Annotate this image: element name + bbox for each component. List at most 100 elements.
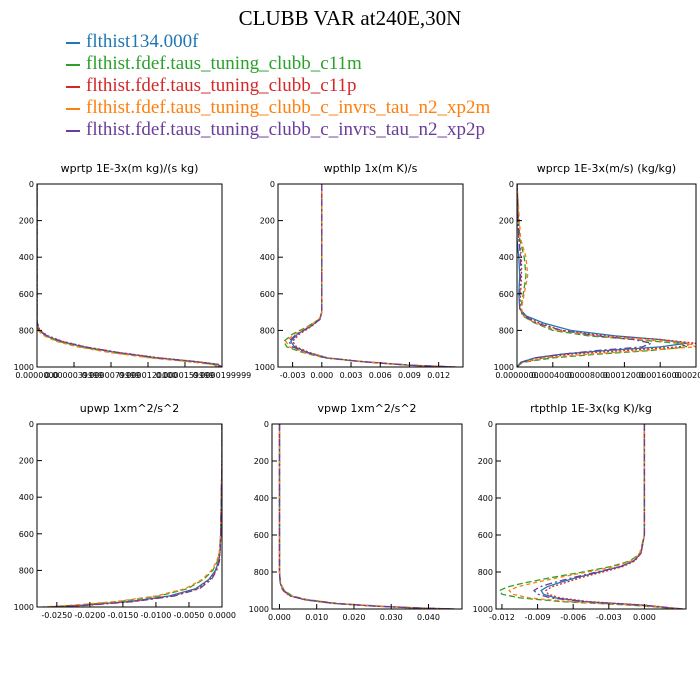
y-tick-label: 0: [488, 420, 493, 429]
y-tick-label: 0: [29, 180, 34, 189]
series-line: [278, 424, 454, 609]
x-tick-label: 0.0016000: [639, 371, 682, 380]
legend-label: flthist.fdef.taus_tuning_clubb_c11p: [86, 75, 357, 96]
legend-swatch-0: [66, 41, 80, 44]
legend-swatch-1: [66, 63, 80, 66]
series-line: [278, 424, 455, 609]
x-tick-label: 0.0012000: [603, 371, 646, 380]
series-line: [42, 424, 222, 607]
y-tick-label: 1000: [494, 363, 514, 372]
plot-frame: [516, 183, 697, 368]
y-tick-label: 800: [260, 326, 275, 335]
x-tick-label: 0.012: [427, 371, 450, 380]
x-tick-label: 0.010: [305, 613, 328, 622]
legend-item: flthist134.000f: [66, 31, 490, 53]
series-line: [43, 424, 222, 607]
chart-title: vpwp 1xm^2/s^2: [317, 402, 416, 415]
x-tick-label: 0.006: [369, 371, 392, 380]
y-tick-label: 0: [270, 180, 275, 189]
y-tick-label: 0: [509, 180, 514, 189]
y-tick-label: 200: [19, 217, 34, 226]
series-line: [37, 184, 221, 367]
series-line: [284, 184, 456, 367]
x-tick-label: -0.006: [560, 613, 586, 622]
series-line: [517, 184, 654, 367]
chart-title: wprcp 1E-3x(m/s) (kg/kg): [537, 162, 676, 175]
chart-title: upwp 1xm^2/s^2: [80, 402, 180, 415]
plot-frame: [36, 423, 223, 608]
series-line: [48, 424, 222, 607]
y-tick-label: 200: [19, 457, 34, 466]
legend-label: flthist.fdef.taus_tuning_clubb_c_invrs_t…: [86, 119, 485, 140]
plot-frame: [36, 183, 223, 368]
legend-item: flthist.fdef.taus_tuning_clubb_c_invrs_t…: [66, 119, 490, 141]
x-tick-label: 0.0000000: [495, 371, 538, 380]
x-tick-label: 0.030: [380, 613, 403, 622]
series-line: [37, 184, 222, 367]
y-tick-label: 1000: [14, 363, 34, 372]
legend-label: flthist.fdef.taus_tuning_clubb_c11m: [86, 53, 362, 74]
series-line: [544, 424, 684, 609]
y-tick-label: 800: [478, 568, 493, 577]
x-tick-label: 0.0000039999: [45, 371, 104, 380]
x-tick-label: 0.009: [398, 371, 421, 380]
plot-frame: [277, 183, 464, 368]
series-line: [278, 424, 453, 609]
series-line: [540, 424, 683, 609]
series-line: [517, 184, 696, 367]
y-tick-label: 400: [260, 253, 275, 262]
y-tick-label: 400: [19, 253, 34, 262]
legend-swatch-2: [66, 85, 80, 88]
series-line: [278, 424, 455, 609]
y-tick-label: 400: [499, 253, 514, 262]
series-line: [517, 184, 688, 367]
chart-panel: wprtp 1E-3x(m kg)/(s kg) 0 200 400 600 800 100…: [14, 162, 252, 380]
x-tick-label: 0.000: [268, 613, 291, 622]
x-tick-label: -0.003: [280, 371, 306, 380]
page-title: CLUBB VAR at240E,30N: [238, 6, 462, 30]
legend-item: flthist.fdef.taus_tuning_clubb_c11m: [66, 53, 490, 75]
x-tick-label: 0.0000079999: [82, 371, 141, 380]
chart-title: rtpthlp 1E-3x(kg K)/kg: [530, 402, 652, 415]
y-tick-label: 600: [19, 290, 34, 299]
plot-frame: [271, 423, 463, 610]
y-tick-label: 0: [264, 420, 269, 429]
y-tick-label: 1000: [14, 603, 34, 612]
y-tick-label: 800: [254, 568, 269, 577]
series-line: [287, 184, 455, 367]
chart-title: wprtp 1E-3x(m kg)/(s kg): [61, 162, 199, 175]
x-tick-label: -0.0150: [107, 611, 138, 620]
x-tick-label: 0.0000000: [15, 371, 58, 380]
y-tick-label: 600: [19, 530, 34, 539]
series-line: [517, 184, 696, 367]
series-line: [37, 184, 222, 367]
series-line: [498, 424, 683, 609]
x-tick-label: 0.0004000: [531, 371, 574, 380]
legend-swatch-3: [66, 107, 80, 110]
y-tick-label: 600: [499, 290, 514, 299]
x-tick-label: 0.0000: [208, 611, 236, 620]
series-line: [46, 424, 222, 607]
y-tick-label: 800: [19, 566, 34, 575]
y-tick-label: 0: [29, 420, 34, 429]
y-tick-label: 600: [260, 290, 275, 299]
x-tick-label: 0.0020000: [674, 371, 700, 380]
x-tick-label: -0.012: [489, 613, 515, 622]
x-tick-label: 0.0008000: [567, 371, 610, 380]
x-tick-label: -0.009: [525, 613, 551, 622]
series-line: [507, 424, 683, 609]
x-tick-label: -0.0250: [41, 611, 72, 620]
legend-item: flthist.fdef.taus_tuning_clubb_c_invrs_t…: [66, 97, 490, 119]
y-tick-label: 600: [478, 531, 493, 540]
chart-panel: wprcp 1E-3x(m/s) (kg/kg) 0 200 400 600 800 100…: [494, 162, 700, 380]
y-tick-label: 200: [499, 217, 514, 226]
y-tick-label: 400: [254, 494, 269, 503]
x-tick-label: 0.0000159999: [156, 371, 215, 380]
series-line: [291, 184, 457, 367]
chart-panel: rtpthlp 1E-3x(kg K)/kg02004006008001000-…: [473, 402, 687, 622]
x-tick-label: 0.020: [343, 613, 366, 622]
y-tick-label: 200: [260, 217, 275, 226]
y-tick-label: 200: [254, 457, 269, 466]
